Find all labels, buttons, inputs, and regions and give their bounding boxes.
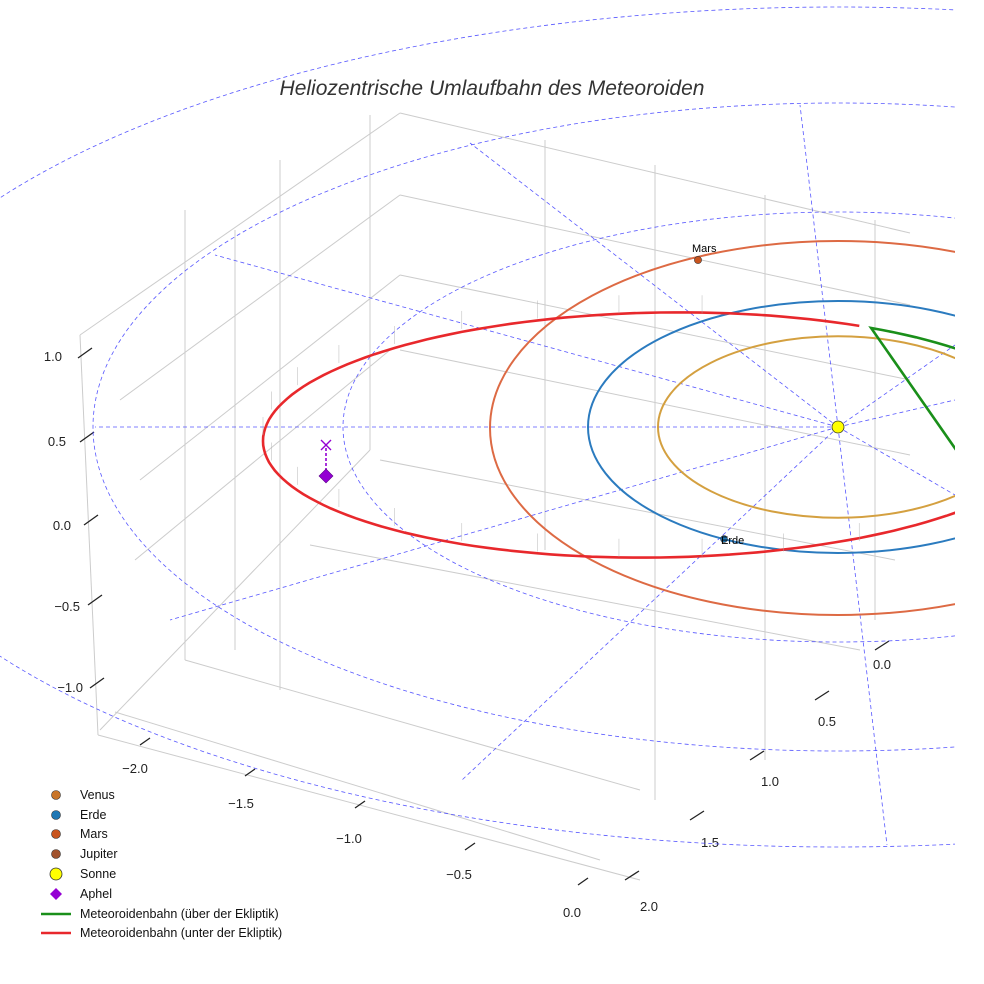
legend-label: Aphel [80, 886, 112, 901]
guide-line [837, 426, 955, 496]
legend-marker-icon [40, 788, 72, 802]
guide-circle [92, 102, 955, 752]
legend-item: Erde [40, 805, 282, 825]
guide-line [837, 426, 888, 846]
sun-point [831, 420, 845, 434]
x-tick-label: −1.0 [336, 831, 362, 846]
guide-circle [0, 6, 955, 848]
meteoroid-orbit-below [261, 311, 955, 559]
z-tick-label: 0.5 [48, 434, 66, 449]
venus-orbit [657, 335, 955, 519]
mars-point [694, 256, 702, 264]
earth-point-label: Erde [721, 535, 744, 547]
x-tick-label: −2.0 [122, 761, 148, 776]
z-tick-label: −1.0 [57, 680, 83, 695]
guide-circle [342, 211, 955, 643]
legend-marker-icon [40, 808, 72, 822]
legend-label: Meteoroidenbahn (über der Ekliptik) [80, 906, 279, 921]
legend-item: Aphel [40, 884, 282, 904]
guide-line [169, 426, 839, 621]
guide-line [799, 104, 839, 428]
y-tick-label: 2.0 [640, 899, 658, 914]
x-tick-label: 0.0 [563, 905, 581, 920]
legend-marker-icon [40, 847, 72, 861]
legend-label: Venus [80, 787, 115, 802]
legend-label: Mars [80, 827, 108, 842]
legend-item: Sonne [40, 864, 282, 884]
y-tick-label: 1.0 [761, 774, 779, 789]
pane-grid [79, 112, 911, 881]
legend-item: Venus [40, 785, 282, 805]
legend-marker-icon [40, 909, 72, 919]
guide-line [461, 426, 839, 781]
x-tick-label: −0.5 [446, 867, 472, 882]
legend-label: Jupiter [80, 847, 118, 862]
legend-label: Meteoroidenbahn (unter der Ekliptik) [80, 926, 283, 941]
legend-item: Jupiter [40, 844, 282, 864]
z-tick-label: 0.0 [53, 518, 71, 533]
guide-line [837, 344, 955, 428]
meteoroid-orbit-above [868, 326, 955, 451]
guide-line [837, 399, 955, 428]
legend-marker-icon [40, 928, 72, 938]
legend-item: Meteoroidenbahn (unter der Ekliptik) [40, 924, 282, 944]
aphel-point [318, 468, 334, 484]
legend-label: Erde [80, 807, 107, 822]
guide-line [214, 254, 839, 428]
earth-point [720, 535, 728, 543]
legend: Venus Erde Mars Jupiter Sonne Aphel Meteoroide… [40, 785, 282, 943]
legend-marker-icon [40, 827, 72, 841]
legend-marker-icon [40, 866, 72, 882]
guide-line [469, 142, 839, 428]
erde-orbit [587, 300, 955, 554]
aphel-projection-cross [320, 439, 332, 451]
axis-tick-marks [77, 347, 890, 886]
legend-marker-icon [40, 886, 72, 902]
mars-point-label: Mars [692, 243, 717, 255]
chart-title: Heliozentrische Umlaufbahn des Meteoroid… [280, 77, 705, 100]
y-tick-label: 0.0 [873, 657, 891, 672]
x-tick-label: −1.5 [228, 796, 254, 811]
y-tick-label: 0.5 [818, 714, 836, 729]
z-tick-label: −0.5 [54, 599, 80, 614]
y-tick-label: 1.5 [701, 835, 719, 850]
legend-item: Mars [40, 825, 282, 845]
z-tick-label: 1.0 [44, 349, 62, 364]
orbit-layer [0, 6, 955, 848]
legend-item: Meteoroidenbahn (über der Ekliptik) [40, 904, 282, 924]
mars-orbit [489, 240, 955, 616]
legend-label: Sonne [80, 867, 117, 882]
